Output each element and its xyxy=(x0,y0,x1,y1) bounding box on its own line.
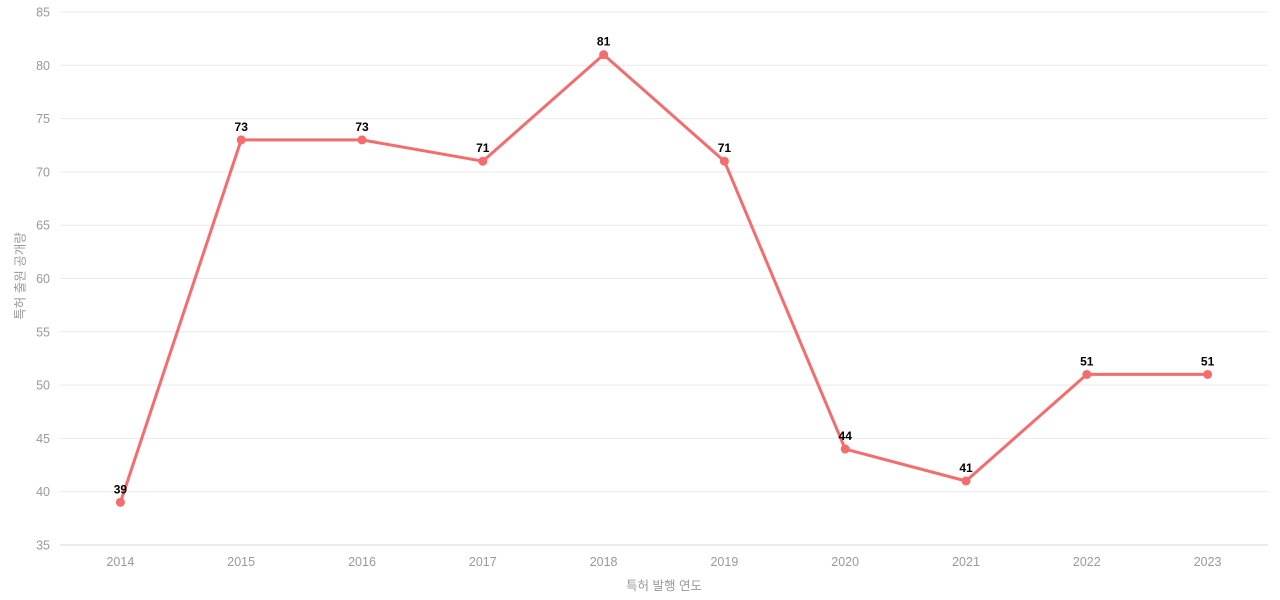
y-tick-label: 70 xyxy=(36,165,50,179)
x-axis-title: 특허 발행 연도 xyxy=(626,579,702,593)
y-tick-label: 40 xyxy=(36,485,50,499)
y-tick-label: 65 xyxy=(36,219,50,233)
x-tick-label-2015: 2015 xyxy=(227,555,255,569)
y-tick-label: 35 xyxy=(36,539,50,553)
data-point-2017[interactable] xyxy=(478,156,488,166)
data-point-2014[interactable] xyxy=(115,497,125,507)
y-tick-label: 55 xyxy=(36,325,50,339)
data-label-2014: 39 xyxy=(114,482,128,496)
x-tick-label-2022: 2022 xyxy=(1073,555,1101,569)
x-tick-label-2016: 2016 xyxy=(348,555,376,569)
data-label-2016: 73 xyxy=(355,120,369,134)
data-label-2018: 81 xyxy=(597,35,611,49)
x-tick-label-2020: 2020 xyxy=(831,555,859,569)
y-tick-label: 50 xyxy=(36,379,50,393)
x-tick-label-2019: 2019 xyxy=(710,555,738,569)
data-point-2021[interactable] xyxy=(961,476,971,486)
data-point-2016[interactable] xyxy=(357,135,367,145)
data-label-2022: 51 xyxy=(1080,354,1094,368)
y-tick-label: 80 xyxy=(36,59,50,73)
data-point-2019[interactable] xyxy=(719,156,729,166)
data-label-2023: 51 xyxy=(1201,354,1215,368)
data-point-2018[interactable] xyxy=(599,50,609,60)
y-tick-label: 60 xyxy=(36,272,50,286)
data-point-2022[interactable] xyxy=(1082,369,1092,379)
x-tick-label-2018: 2018 xyxy=(590,555,618,569)
data-label-2015: 73 xyxy=(235,120,249,134)
data-point-2023[interactable] xyxy=(1203,369,1213,379)
y-axis-title: 특허 출원 공개량 xyxy=(13,232,28,320)
x-tick-label-2023: 2023 xyxy=(1194,555,1222,569)
data-label-2019: 71 xyxy=(718,141,732,155)
data-label-2021: 41 xyxy=(959,461,973,475)
x-tick-label-2017: 2017 xyxy=(469,555,497,569)
data-point-2015[interactable] xyxy=(236,135,246,145)
data-point-2020[interactable] xyxy=(840,444,850,454)
y-tick-label: 75 xyxy=(36,112,50,126)
y-tick-label: 45 xyxy=(36,432,50,446)
y-tick-label: 85 xyxy=(36,6,50,20)
series-line xyxy=(118,53,1210,504)
data-label-2017: 71 xyxy=(476,141,490,155)
data-label-2020: 44 xyxy=(839,429,853,443)
x-tick-label-2021: 2021 xyxy=(952,555,980,569)
x-tick-label-2014: 2014 xyxy=(106,555,134,569)
